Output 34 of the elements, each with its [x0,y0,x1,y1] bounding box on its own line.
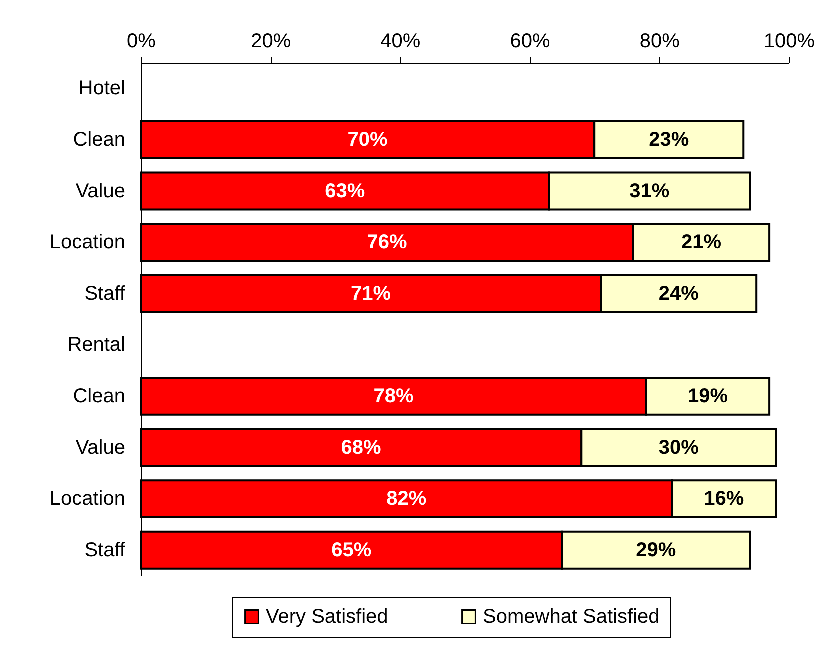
x-tick-label: 60% [510,30,551,52]
data-label: 70% [348,128,388,151]
x-tick-label: 40% [380,30,421,52]
x-tick-label: 80% [640,30,680,52]
data-label: 30% [658,436,700,459]
data-label: 16% [704,488,744,510]
data-label: 65% [332,539,372,562]
data-label: 68% [341,436,382,459]
x-tick-label: 20% [251,30,292,52]
y-tick-label: Clean [73,385,126,408]
y-tick-label: Location [50,488,126,510]
legend-label: Very Satisfied [266,606,388,628]
y-tick-label: Value [76,436,126,459]
y-tick-label: Clean [73,128,126,151]
data-label: 63% [325,180,366,202]
data-label: 71% [351,282,392,305]
y-tick-label: Staff [84,282,126,305]
y-tick-label: Rental [68,334,126,356]
legend-label: Somewhat Satisfied [483,606,660,628]
data-label: 24% [658,282,700,305]
data-label: 29% [636,539,676,562]
data-label: 23% [649,128,690,151]
data-label: 76% [367,232,408,254]
data-label: 82% [386,488,427,510]
y-tick-label: Staff [84,539,126,562]
data-label: 78% [374,385,414,408]
x-tick-label: 100% [764,30,816,52]
y-tick-label: Hotel [78,78,126,100]
y-tick-label: Location [50,232,126,254]
data-label: 19% [688,385,728,408]
y-tick-label: Value [76,180,126,202]
x-tick-label: 0% [127,30,156,52]
data-label: 31% [630,180,670,202]
data-label: 21% [682,232,722,254]
